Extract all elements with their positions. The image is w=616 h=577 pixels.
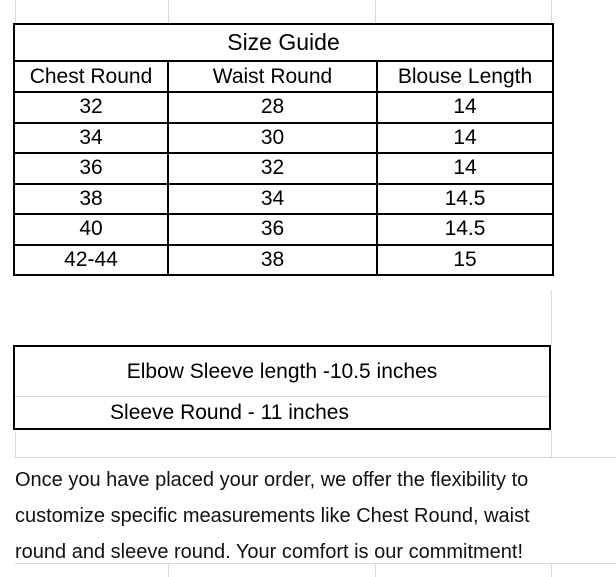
gridline xyxy=(15,563,616,564)
cell-blouse: 15 xyxy=(376,243,554,276)
divider xyxy=(15,396,549,397)
cell-blouse: 14.5 xyxy=(376,213,554,246)
gridline xyxy=(551,0,552,23)
gridline xyxy=(168,0,169,23)
cell-blouse: 14 xyxy=(376,152,554,185)
table-row: 34 30 14 xyxy=(13,121,554,154)
gridline xyxy=(15,432,16,457)
elbow-sleeve-length: Elbow Sleeve length -10.5 inches xyxy=(126,359,438,383)
table-row: 32 28 14 xyxy=(13,91,554,124)
table-row: 40 36 14.5 xyxy=(13,213,554,246)
gridline xyxy=(551,290,552,345)
size-guide-table: Size Guide Chest Round Waist Round Blous… xyxy=(13,23,554,276)
column-header-blouse: Blouse Length xyxy=(376,60,554,93)
cell-waist: 32 xyxy=(167,152,378,185)
table-title: Size Guide xyxy=(13,23,554,62)
table-row: 42-44 38 15 xyxy=(13,243,554,276)
cell-waist: 38 xyxy=(167,243,378,276)
column-header-waist: Waist Round xyxy=(167,60,378,93)
note-line: round and sleeve round. Your comfort is … xyxy=(15,541,524,563)
note-line: Once you have placed your order, we offe… xyxy=(15,469,529,491)
cell-blouse: 14 xyxy=(376,121,554,154)
cell-waist: 34 xyxy=(167,182,378,215)
cell-chest: 38 xyxy=(13,182,169,215)
sleeve-round: Sleeve Round - 11 inches xyxy=(110,400,349,424)
table-row: 38 34 14.5 xyxy=(13,182,554,215)
customization-note: Once you have placed your order, we offe… xyxy=(15,462,615,570)
gridline xyxy=(15,0,16,23)
cell-waist: 28 xyxy=(167,91,378,124)
table-row: 36 32 14 xyxy=(13,152,554,185)
cell-chest: 34 xyxy=(13,121,169,154)
gridline xyxy=(551,430,552,457)
cell-waist: 30 xyxy=(167,121,378,154)
column-header-chest: Chest Round xyxy=(13,60,169,93)
cell-chest: 36 xyxy=(13,152,169,185)
sleeve-measurements-box: Elbow Sleeve length -10.5 inches Sleeve … xyxy=(13,345,551,430)
cell-chest: 40 xyxy=(13,213,169,246)
gridline xyxy=(15,457,616,458)
cell-waist: 36 xyxy=(167,213,378,246)
cell-chest: 42-44 xyxy=(13,243,169,276)
gridline xyxy=(375,0,376,23)
cell-chest: 32 xyxy=(13,91,169,124)
note-line: customize specific measurements like Che… xyxy=(15,505,530,527)
cell-blouse: 14 xyxy=(376,91,554,124)
cell-blouse: 14.5 xyxy=(376,182,554,215)
gridline xyxy=(375,563,376,577)
gridline xyxy=(168,563,169,577)
gridline xyxy=(551,563,552,577)
